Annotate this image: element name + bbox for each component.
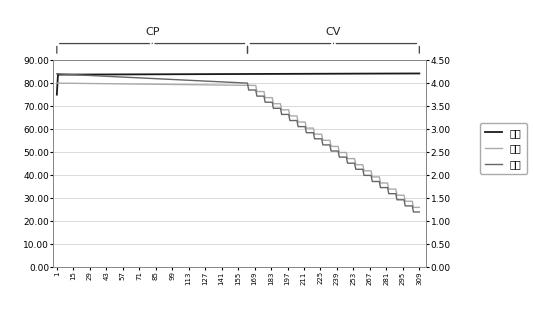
Text: CP: CP — [145, 27, 159, 37]
Text: CV: CV — [326, 27, 341, 37]
Legend: 电压, 功率, 电流: 电压, 功率, 电流 — [480, 123, 527, 174]
